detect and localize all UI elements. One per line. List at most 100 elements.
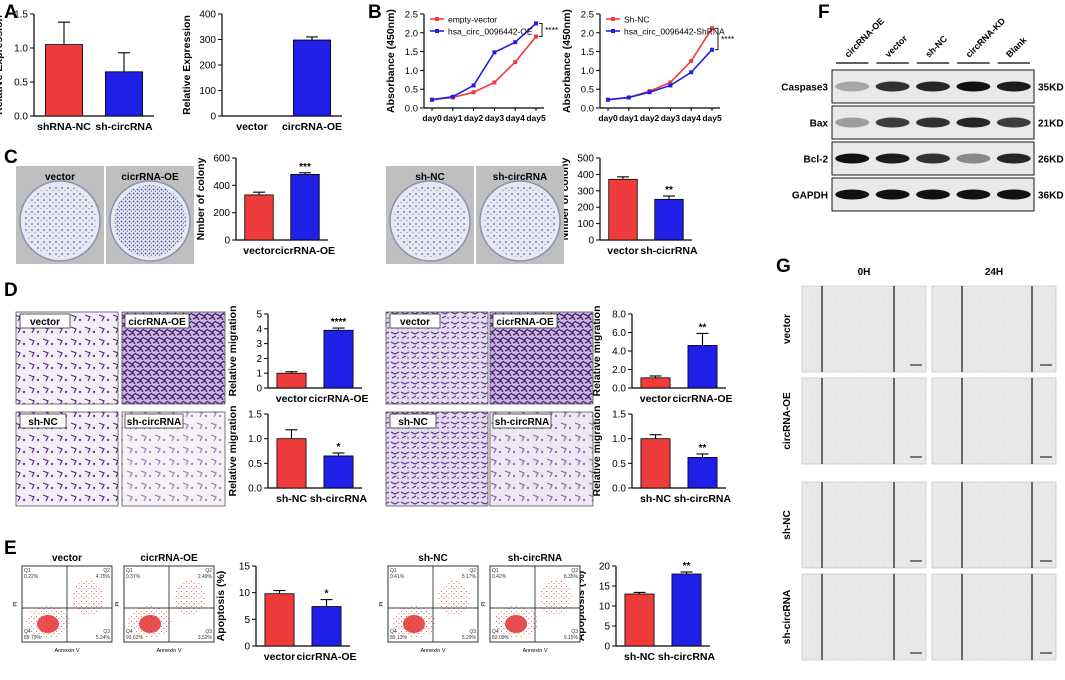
y-tick-label: 0.5 bbox=[405, 85, 418, 96]
y-tick-label: 1 bbox=[256, 369, 262, 380]
bar bbox=[244, 194, 274, 241]
chart-b1: 0.0 0.5 1.0 1.5 2.0 2.5 day0 day1 day2 day3 day4 da… bbox=[385, 9, 559, 123]
protein-band bbox=[956, 117, 991, 128]
quadrant-label: Q2 bbox=[205, 568, 212, 574]
legend-marker bbox=[435, 17, 439, 21]
scale-bar bbox=[910, 652, 922, 654]
y-tick-label: 100 bbox=[199, 86, 216, 97]
protein-band bbox=[835, 117, 870, 128]
label-box bbox=[389, 313, 441, 329]
bar bbox=[640, 377, 671, 389]
quadrant-label: 2.49% bbox=[198, 574, 213, 580]
y-tick-label: 1.0 bbox=[248, 434, 262, 445]
x-tick-label: sh-NC bbox=[276, 493, 307, 505]
flow-x-label: Annexin V bbox=[420, 648, 445, 654]
row-label: circRNA-OE bbox=[782, 392, 793, 450]
flow-title: sh-circRNA bbox=[508, 553, 562, 564]
colony-stain-image bbox=[24, 185, 96, 257]
y-axis-label: Absorbance (450nm) bbox=[561, 9, 573, 113]
data-point bbox=[450, 94, 455, 99]
data-point bbox=[626, 95, 631, 100]
bar bbox=[608, 178, 638, 241]
panel-label-b: B bbox=[368, 2, 382, 23]
panel-label-d: D bbox=[4, 280, 18, 301]
significance-bracket bbox=[539, 22, 543, 38]
scale-bar bbox=[1040, 456, 1052, 458]
series-line bbox=[607, 49, 713, 101]
significance-label: *** bbox=[299, 162, 311, 173]
x-tick-label: day1 bbox=[619, 113, 639, 123]
y-tick-label: 20 bbox=[599, 562, 611, 573]
wound-image bbox=[931, 285, 1057, 373]
data-point bbox=[430, 97, 434, 102]
data-point bbox=[689, 70, 694, 75]
cell-population-image bbox=[540, 580, 572, 616]
y-tick-label: 1.0 bbox=[14, 44, 28, 55]
significance-label: ** bbox=[683, 561, 691, 572]
label-box bbox=[389, 413, 437, 429]
y-tick-label: 1.0 bbox=[612, 434, 626, 445]
data-point bbox=[668, 80, 673, 85]
significance-label: **** bbox=[331, 317, 347, 328]
size-label: 35KD bbox=[1038, 83, 1064, 94]
transwell-label: vector bbox=[400, 317, 430, 328]
bar bbox=[687, 345, 718, 389]
significance-bracket bbox=[715, 27, 719, 51]
y-tick-label: 0 bbox=[256, 384, 262, 395]
y-tick-label: 500 bbox=[577, 154, 594, 165]
x-tick-label: day0 bbox=[598, 113, 618, 123]
y-tick-label: 15 bbox=[599, 582, 611, 593]
flow-y-label: PI bbox=[379, 601, 385, 607]
colony-stain-image bbox=[484, 185, 556, 257]
data-point bbox=[647, 90, 652, 95]
significance-label: ** bbox=[699, 443, 707, 454]
quadrant-label: 0.37% bbox=[126, 574, 141, 580]
quadrant-label: 89.13% bbox=[390, 635, 408, 641]
size-label: 36KD bbox=[1038, 191, 1064, 202]
chart-d4: 0.0 0.5 1.0 1.5 Relative migration sh-NC sh-ci… bbox=[591, 405, 732, 505]
y-tick-label: 15 bbox=[239, 562, 251, 573]
chart-d2: 0.0 2.0 4.0 6.0 8.0 Relative migration vector c… bbox=[591, 305, 733, 405]
protein-band bbox=[835, 81, 870, 92]
flow-x-label: Annexin V bbox=[54, 648, 79, 654]
label-box bbox=[19, 313, 71, 329]
y-tick-label: 0 bbox=[604, 642, 610, 653]
protein-band bbox=[956, 81, 991, 92]
quadrant-label: 5.17% bbox=[462, 574, 477, 580]
bar bbox=[671, 573, 702, 647]
quadrant-label: 0.22% bbox=[24, 574, 39, 580]
protein-band bbox=[875, 81, 910, 92]
bar bbox=[292, 39, 331, 117]
x-tick-label: day2 bbox=[464, 113, 484, 123]
y-tick-label: 0 bbox=[588, 236, 594, 247]
y-tick-label: 4.0 bbox=[612, 347, 626, 358]
x-tick-label: day4 bbox=[682, 113, 702, 123]
protein-band bbox=[956, 153, 991, 164]
y-tick-label: 6.0 bbox=[612, 328, 626, 339]
bar bbox=[654, 198, 684, 241]
y-tick-label: 300 bbox=[577, 186, 594, 197]
cell-cluster-image bbox=[505, 615, 527, 633]
y-tick-label: 1.0 bbox=[581, 66, 594, 77]
scale-bar bbox=[1040, 652, 1052, 654]
bar bbox=[323, 455, 354, 489]
x-tick-label: sh-NC bbox=[640, 493, 671, 505]
protein-band bbox=[996, 117, 1031, 128]
x-tick-label: vector bbox=[236, 121, 268, 133]
label-box bbox=[124, 413, 184, 429]
y-axis-label: Apoptosis (%) bbox=[215, 571, 227, 642]
y-tick-label: 0.5 bbox=[581, 85, 594, 96]
protein-band bbox=[956, 189, 991, 200]
chart-b2: 0.0 0.5 1.0 1.5 2.0 2.5 day0 day1 day2 day3 day4 da… bbox=[561, 9, 735, 123]
quadrant-label: Q3 bbox=[103, 629, 110, 635]
y-tick-label: 2.0 bbox=[581, 28, 594, 39]
scale-bar bbox=[1040, 364, 1052, 366]
bar bbox=[45, 44, 84, 117]
scale-bar bbox=[910, 456, 922, 458]
quadrant-label: Q2 bbox=[571, 568, 578, 574]
protein-label: Bax bbox=[810, 119, 829, 130]
x-tick-label: sh-circRNA bbox=[674, 493, 732, 505]
label-box bbox=[492, 313, 558, 329]
time-label: 24H bbox=[985, 267, 1003, 278]
